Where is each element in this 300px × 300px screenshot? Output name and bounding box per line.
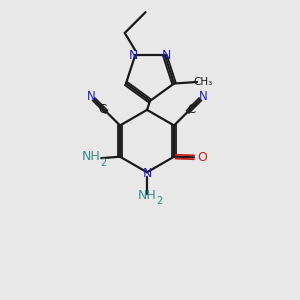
- Text: NH: NH: [82, 150, 100, 163]
- Text: 2: 2: [156, 196, 162, 206]
- Text: O: O: [197, 151, 207, 164]
- Text: C: C: [188, 103, 196, 116]
- Text: NH: NH: [138, 189, 156, 202]
- Text: N: N: [129, 49, 138, 62]
- Text: N: N: [86, 90, 95, 103]
- Text: N: N: [162, 49, 171, 62]
- Text: CH₃: CH₃: [193, 77, 212, 87]
- Text: N: N: [142, 167, 152, 180]
- Text: 2: 2: [100, 158, 106, 168]
- Text: N: N: [199, 90, 208, 103]
- Text: C: C: [98, 103, 106, 116]
